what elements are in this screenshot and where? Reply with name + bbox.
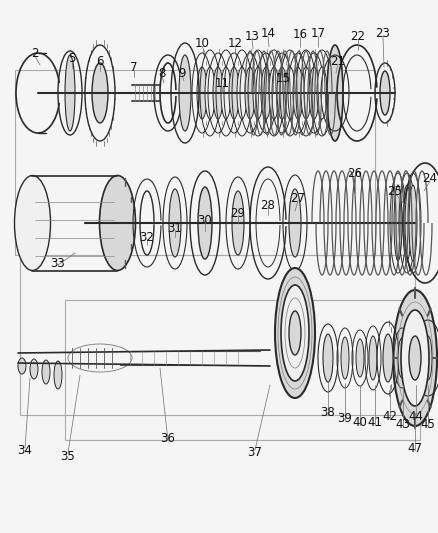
Ellipse shape: [300, 67, 310, 119]
Ellipse shape: [355, 339, 363, 377]
Ellipse shape: [237, 67, 247, 119]
Text: 30: 30: [197, 214, 212, 227]
Text: 44: 44: [408, 409, 423, 423]
Ellipse shape: [229, 67, 238, 119]
Text: 11: 11: [214, 77, 229, 90]
Ellipse shape: [14, 175, 50, 271]
Text: 10: 10: [194, 36, 209, 50]
Ellipse shape: [322, 334, 332, 382]
Ellipse shape: [393, 185, 401, 261]
Text: 26: 26: [347, 166, 362, 180]
Ellipse shape: [408, 336, 420, 380]
Text: 28: 28: [260, 198, 275, 212]
Ellipse shape: [231, 191, 244, 255]
Ellipse shape: [42, 360, 50, 384]
Text: 32: 32: [139, 230, 154, 244]
Ellipse shape: [326, 45, 342, 141]
Text: 43: 43: [395, 418, 410, 432]
Text: 2: 2: [31, 46, 39, 60]
Ellipse shape: [205, 67, 215, 119]
Text: 13: 13: [244, 29, 259, 43]
Text: 45: 45: [420, 418, 434, 432]
Ellipse shape: [340, 337, 348, 379]
Ellipse shape: [179, 55, 191, 131]
Text: 40: 40: [352, 416, 367, 430]
Text: 34: 34: [18, 445, 32, 457]
Text: 31: 31: [167, 222, 182, 235]
Text: 6: 6: [96, 54, 103, 68]
Text: 5: 5: [68, 52, 75, 64]
Text: 42: 42: [381, 409, 396, 423]
Text: 29: 29: [230, 206, 245, 220]
Ellipse shape: [261, 67, 270, 119]
Text: 8: 8: [158, 67, 165, 79]
Text: 35: 35: [60, 449, 75, 463]
Text: 22: 22: [350, 29, 365, 43]
Text: 24: 24: [421, 172, 437, 184]
Text: 36: 36: [160, 432, 175, 445]
Ellipse shape: [379, 71, 389, 115]
Ellipse shape: [276, 67, 286, 119]
Ellipse shape: [292, 67, 302, 119]
Ellipse shape: [99, 175, 135, 271]
Ellipse shape: [402, 185, 410, 261]
Bar: [15, 70, 374, 255]
Ellipse shape: [308, 67, 318, 119]
Ellipse shape: [197, 67, 207, 119]
Ellipse shape: [316, 67, 326, 119]
Text: 12: 12: [227, 36, 242, 50]
Ellipse shape: [252, 67, 262, 119]
Ellipse shape: [284, 67, 294, 119]
Ellipse shape: [268, 67, 279, 119]
Ellipse shape: [244, 67, 254, 119]
Text: 25: 25: [387, 184, 402, 198]
Text: 33: 33: [50, 256, 65, 270]
Ellipse shape: [280, 285, 308, 381]
Text: 41: 41: [367, 416, 381, 430]
Ellipse shape: [65, 55, 75, 131]
Ellipse shape: [408, 185, 416, 261]
Text: 14: 14: [260, 27, 275, 39]
Text: 37: 37: [247, 447, 262, 459]
Ellipse shape: [368, 336, 376, 380]
Ellipse shape: [212, 67, 223, 119]
Text: 9: 9: [178, 67, 185, 79]
Ellipse shape: [397, 338, 405, 378]
Ellipse shape: [169, 189, 180, 257]
Ellipse shape: [18, 358, 26, 374]
Text: 47: 47: [406, 441, 421, 455]
Text: 7: 7: [130, 61, 138, 74]
Bar: [20, 255, 414, 415]
Text: 23: 23: [374, 27, 389, 39]
Text: 17: 17: [310, 27, 325, 39]
Text: 39: 39: [337, 411, 352, 424]
Ellipse shape: [382, 334, 392, 382]
Ellipse shape: [30, 359, 38, 379]
Ellipse shape: [198, 187, 212, 259]
Ellipse shape: [409, 330, 421, 386]
Ellipse shape: [54, 361, 62, 389]
Ellipse shape: [400, 310, 428, 406]
Text: 38: 38: [320, 407, 335, 419]
Ellipse shape: [220, 67, 230, 119]
Ellipse shape: [274, 268, 314, 398]
Ellipse shape: [423, 336, 431, 380]
Text: 16: 16: [292, 28, 307, 41]
Ellipse shape: [288, 311, 300, 355]
Bar: [65, 300, 419, 440]
Text: 21: 21: [330, 54, 345, 68]
Ellipse shape: [92, 63, 108, 123]
Text: 15: 15: [275, 71, 290, 85]
Text: 27: 27: [290, 191, 305, 205]
Ellipse shape: [288, 189, 300, 257]
Ellipse shape: [392, 290, 436, 426]
